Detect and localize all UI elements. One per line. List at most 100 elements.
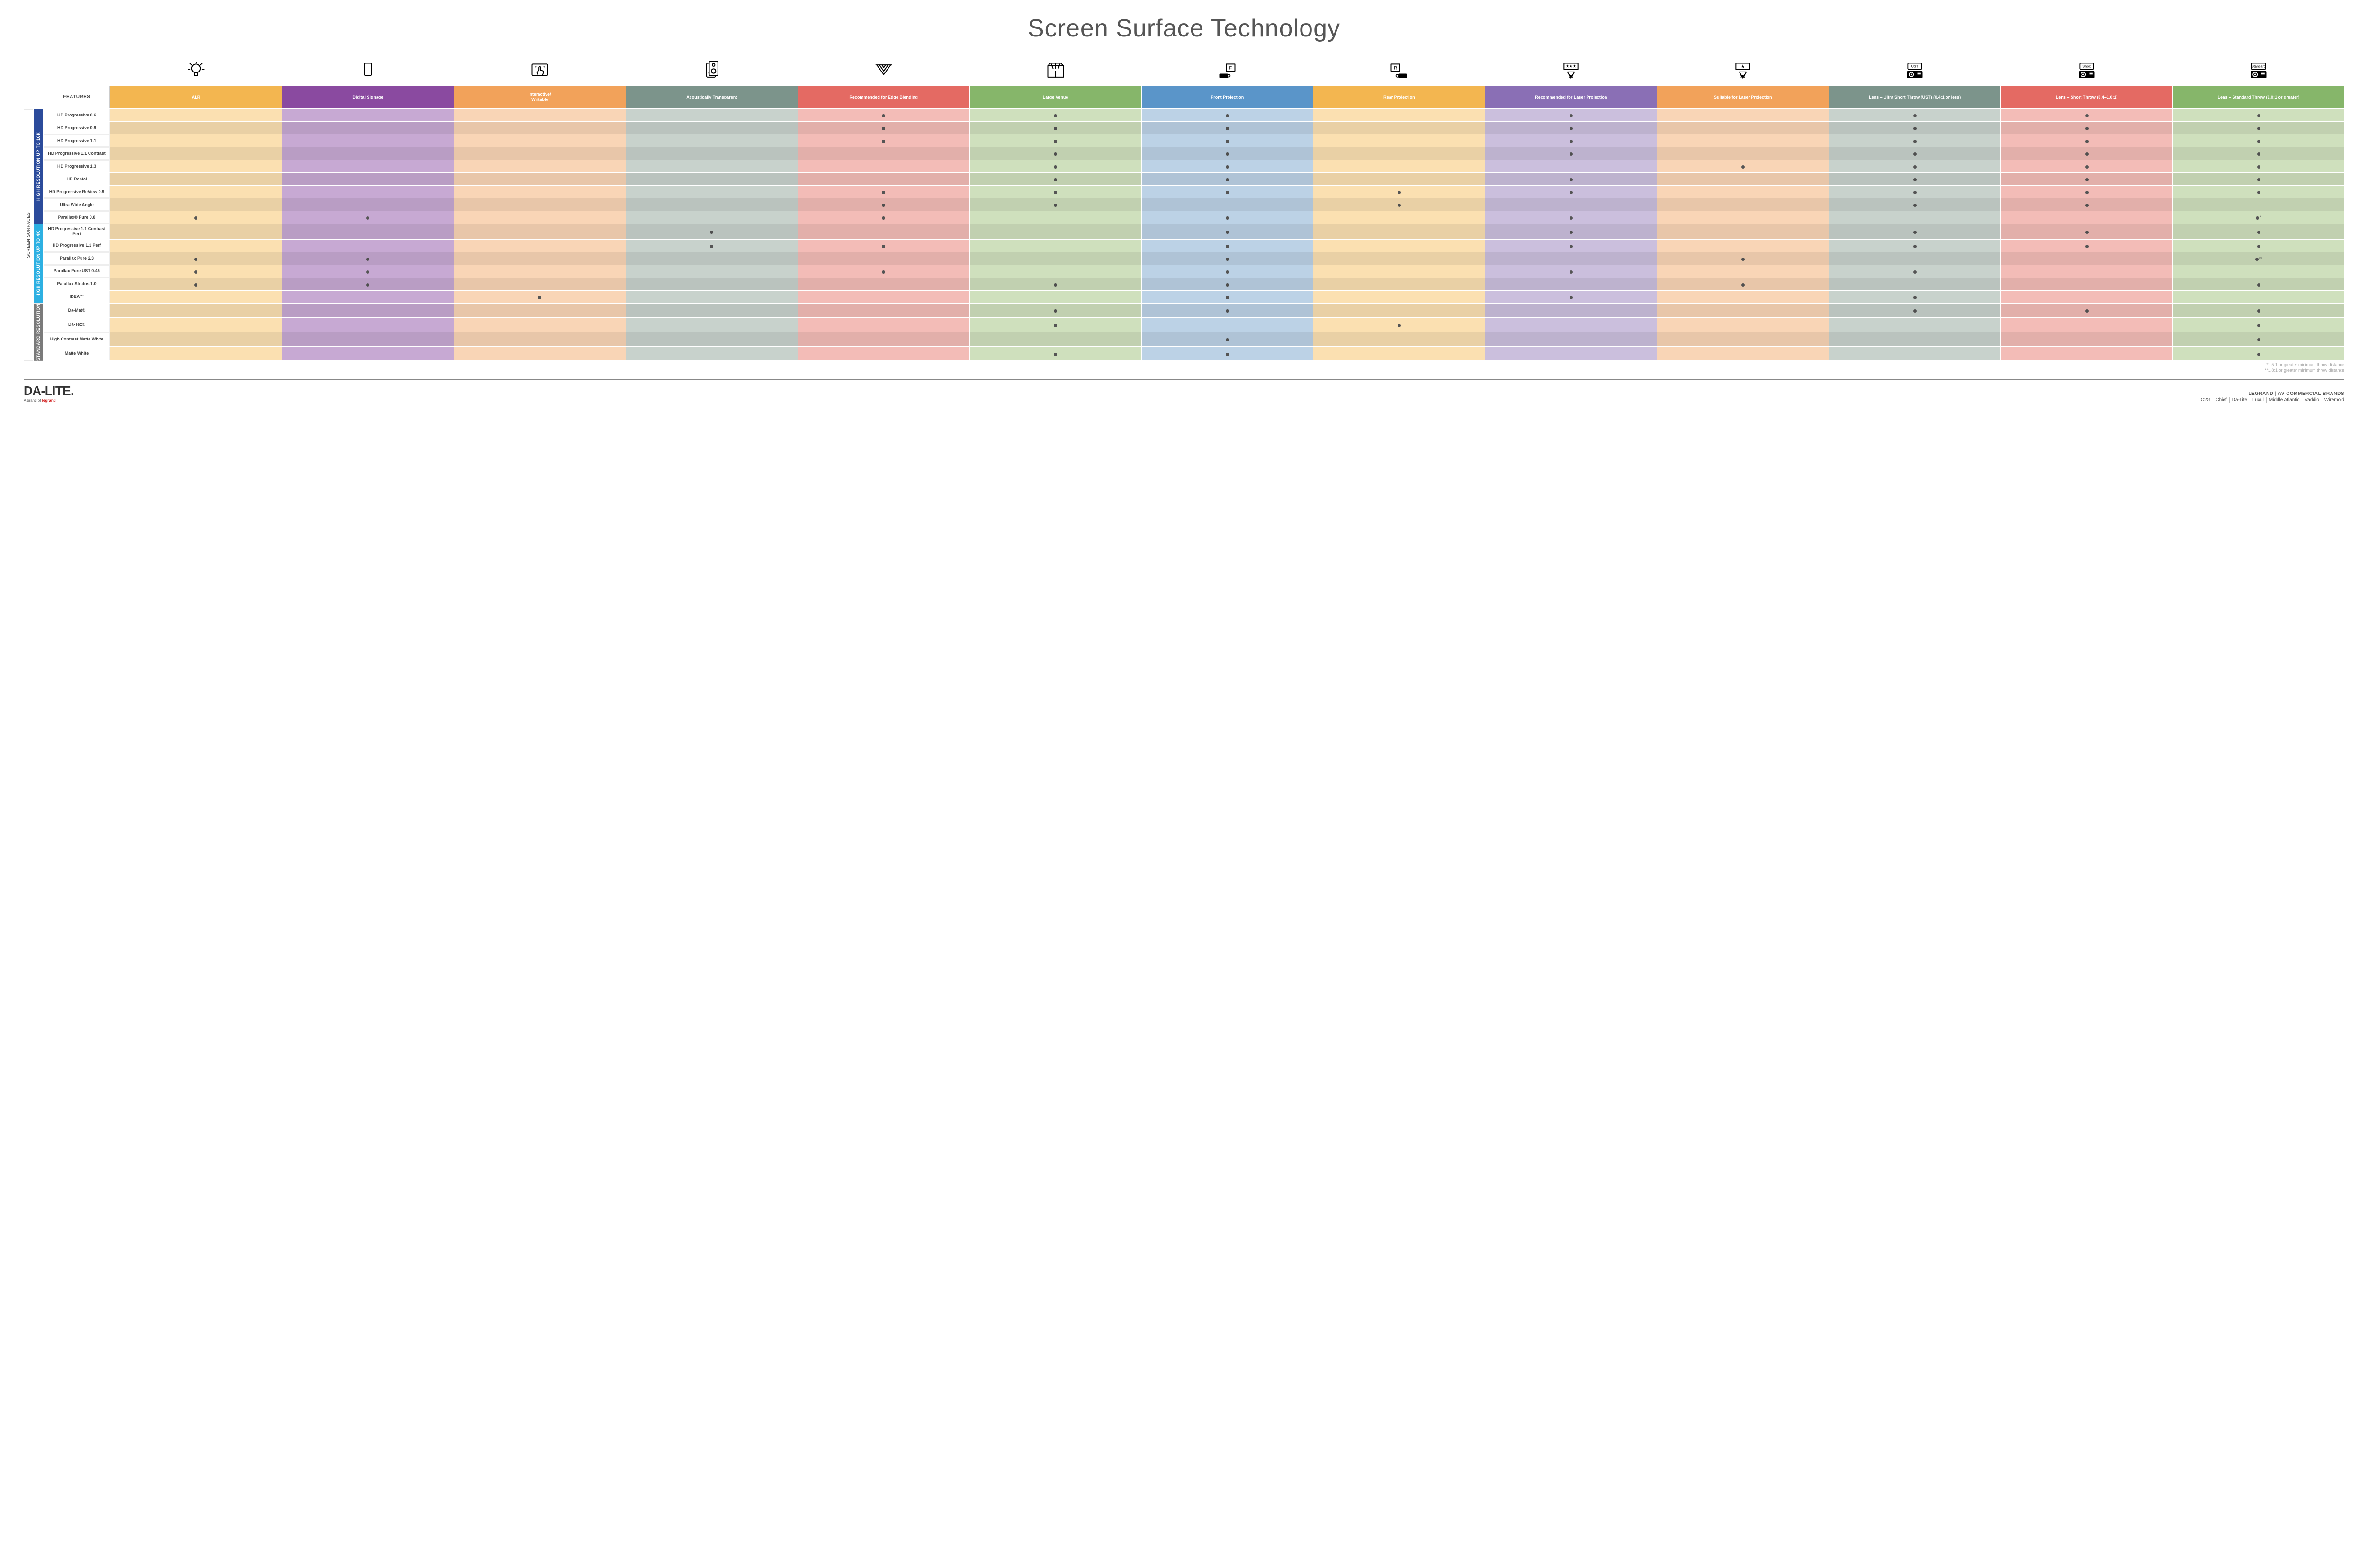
row-label: HD Progressive 1.1 (44, 134, 110, 147)
cell (1313, 224, 1485, 239)
cell (626, 318, 798, 332)
cell (282, 198, 454, 211)
cell (282, 173, 454, 185)
cell (1657, 147, 1829, 160)
cell (2001, 291, 2172, 303)
cell (282, 240, 454, 252)
cell (970, 318, 1141, 332)
row-label: Parallax® Pure 0.8 (44, 211, 110, 224)
column-header-short: Lens – Short Throw (0.4–1.0:1) (2001, 86, 2172, 108)
cell (454, 122, 626, 134)
cell (1829, 134, 2000, 147)
cell (1485, 347, 1657, 360)
cell (798, 252, 969, 265)
cell (282, 186, 454, 198)
cell (970, 134, 1141, 147)
cell (798, 186, 969, 198)
cell (798, 198, 969, 211)
column-icon-laser_r: ★★★ (1485, 57, 1657, 85)
row-label: High Contrast Matte White (44, 332, 110, 346)
row-label: HD Progressive 1.1 Contrast Perf (44, 224, 110, 239)
cell (2001, 252, 2172, 265)
cell (1485, 211, 1657, 224)
cell (454, 198, 626, 211)
cell (454, 160, 626, 172)
cell (1657, 198, 1829, 211)
cell (1485, 109, 1657, 121)
cell (1485, 198, 1657, 211)
column-icon-alr (110, 57, 282, 85)
cell (2173, 224, 2344, 239)
row-label: HD Progressive 0.6 (44, 109, 110, 121)
cell (1313, 318, 1485, 332)
cell (1313, 304, 1485, 317)
cell (798, 211, 969, 224)
row-label: HD Progressive 0.9 (44, 122, 110, 134)
cell (2001, 198, 2172, 211)
cell (1657, 265, 1829, 278)
cell (2001, 211, 2172, 224)
column-header-edge: Recommended for Edge Blending (798, 86, 969, 108)
cell (1313, 109, 1485, 121)
cell (1142, 211, 1313, 224)
cell (1829, 318, 2000, 332)
cell (1657, 332, 1829, 346)
cell (1657, 186, 1829, 198)
cell (626, 134, 798, 147)
cell (1829, 304, 2000, 317)
cell (282, 332, 454, 346)
cell (1829, 332, 2000, 346)
cell (2001, 224, 2172, 239)
cell (1657, 211, 1829, 224)
cell (110, 347, 282, 360)
row-label: HD Progressive 1.3 (44, 160, 110, 172)
cell (1829, 147, 2000, 160)
cell (626, 332, 798, 346)
cell (1142, 134, 1313, 147)
cell (970, 347, 1141, 360)
cell (2001, 265, 2172, 278)
cell (798, 122, 969, 134)
cell (1313, 134, 1485, 147)
cell (970, 278, 1141, 290)
svg-text:★★★: ★★★ (1566, 64, 1576, 69)
cell (1485, 240, 1657, 252)
cell (1485, 252, 1657, 265)
row-label: Da-Tex® (44, 318, 110, 332)
cell (454, 173, 626, 185)
cell (110, 147, 282, 160)
cell (1313, 265, 1485, 278)
footer: DA-LITE. A brand of legrand LEGRAND | AV… (24, 379, 2344, 403)
cell (2173, 134, 2344, 147)
cell (626, 173, 798, 185)
cell (2173, 265, 2344, 278)
cell (2173, 173, 2344, 185)
cell (970, 173, 1141, 185)
column-header-writable: Interactive/Writable (454, 86, 626, 108)
cell (1657, 173, 1829, 185)
cell (454, 224, 626, 239)
cell (626, 109, 798, 121)
cell (1657, 304, 1829, 317)
cell (454, 134, 626, 147)
cell (2001, 109, 2172, 121)
cell (110, 186, 282, 198)
cell (970, 224, 1141, 239)
cell (1142, 278, 1313, 290)
column-header-signage: Digital Signage (282, 86, 454, 108)
cell (626, 186, 798, 198)
cell (110, 332, 282, 346)
cell (282, 160, 454, 172)
cell (282, 347, 454, 360)
cell (1142, 291, 1313, 303)
cell (1142, 332, 1313, 346)
cell (2001, 240, 2172, 252)
cell (1142, 147, 1313, 160)
cell (2001, 147, 2172, 160)
cell (798, 278, 969, 290)
cell (626, 304, 798, 317)
cell (454, 304, 626, 317)
cell (282, 109, 454, 121)
cell (970, 265, 1141, 278)
cell (1485, 278, 1657, 290)
